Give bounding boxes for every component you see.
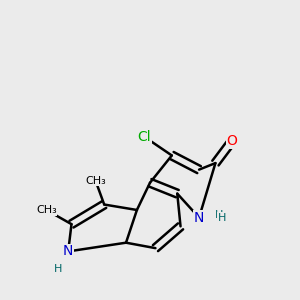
Text: O: O	[226, 134, 237, 148]
Text: N: N	[63, 244, 74, 258]
Text: Cl: Cl	[138, 130, 152, 144]
Text: H: H	[54, 264, 63, 274]
Text: H: H	[214, 210, 223, 220]
Text: H: H	[218, 213, 226, 223]
Text: N: N	[194, 211, 204, 225]
Text: CH₃: CH₃	[36, 205, 57, 215]
Text: CH₃: CH₃	[85, 176, 106, 185]
Text: Cl: Cl	[138, 130, 152, 144]
Text: CH₃: CH₃	[85, 176, 106, 185]
Text: O: O	[226, 134, 237, 148]
Text: CH₃: CH₃	[36, 205, 57, 215]
Text: N: N	[63, 244, 74, 258]
Text: N: N	[194, 211, 204, 225]
